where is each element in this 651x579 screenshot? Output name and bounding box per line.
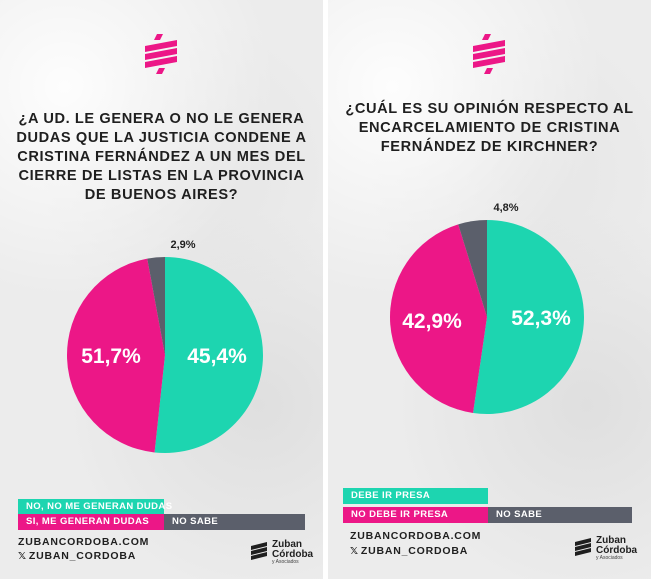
slice-data-label-1: 45,4% <box>187 345 247 368</box>
pie-chart-right: 52,3% 42,9% 4,8% <box>389 202 584 414</box>
brand-line-2: Córdoba <box>596 545 638 556</box>
slice-data-label-0: 52,3% <box>511 307 571 330</box>
chart-title: ¿A UD. LE GENERA O NO LE GENERA DUDAS QU… <box>16 111 307 203</box>
pie-slice-0 <box>473 220 584 414</box>
legend-item-si-dudas: SI, ME GENERAN DUDAS <box>18 514 164 530</box>
chart-title: ¿CUÁL ES SU OPINIÓN RESPECTO AL ENCARCEL… <box>345 101 634 155</box>
pie-chart-left: 51,7% 45,4% 2,9% <box>66 239 263 453</box>
brand-line-2: Córdoba <box>272 549 314 560</box>
brand-mark: Zuban Córdoba y Asociados <box>250 538 314 568</box>
x-handle-text: ZUBAN_CORDOBA <box>28 550 137 562</box>
brand-line-1: Zuban <box>596 535 626 546</box>
brand-line-1: Zuban <box>272 539 302 550</box>
slice-data-label-2: 2,9% <box>170 239 195 251</box>
x-logo-icon: 𝕏 <box>350 546 359 557</box>
pie-slice-1 <box>66 258 165 453</box>
panel-right: ¿CUÁL ES SU OPINIÓN RESPECTO AL ENCARCEL… <box>328 0 651 579</box>
panel-divider <box>323 0 328 579</box>
brand-line-3: y Asociados <box>596 555 623 561</box>
slice-data-label-0: 51,7% <box>81 345 141 368</box>
legend-item-no-sabe: NO SABE <box>164 514 305 530</box>
zuban-logo-icon <box>473 34 505 74</box>
slice-data-label-2: 4,8% <box>493 202 518 214</box>
pie-slice-2 <box>458 220 487 317</box>
legend-item-debe-ir-presa: DEBE IR PRESA <box>343 488 488 504</box>
x-logo-icon: 𝕏 <box>18 551 27 562</box>
pie-slice-1 <box>389 224 487 413</box>
footer-x-handle: 𝕏 ZUBAN_CORDOBA <box>350 545 468 557</box>
pie-slice-0 <box>154 257 263 453</box>
legend-item-no-sabe: NO SABE <box>488 507 632 523</box>
footer-website: ZUBANCORDOBA.COM <box>350 530 482 542</box>
footer-x-handle: 𝕏 ZUBAN_CORDOBA <box>18 550 136 562</box>
legend-item-no-dudas: NO, NO ME GENERAN DUDAS <box>18 499 172 515</box>
legend-item-no-debe-ir-presa: NO DEBE IR PRESA <box>343 507 488 523</box>
brand-stripes-icon <box>251 542 267 560</box>
panel-left: ¿A UD. LE GENERA O NO LE GENERA DUDAS QU… <box>0 0 323 579</box>
brand-line-3: y Asociados <box>272 559 299 565</box>
brand-mark: Zuban Córdoba y Asociados <box>574 534 638 564</box>
footer-website: ZUBANCORDOBA.COM <box>18 536 150 548</box>
x-handle-text: ZUBAN_CORDOBA <box>360 545 469 557</box>
slice-data-label-1: 42,9% <box>402 310 462 333</box>
pie-slice-2 <box>147 257 165 355</box>
brand-stripes-icon <box>575 538 591 556</box>
zuban-logo-icon <box>145 34 177 74</box>
